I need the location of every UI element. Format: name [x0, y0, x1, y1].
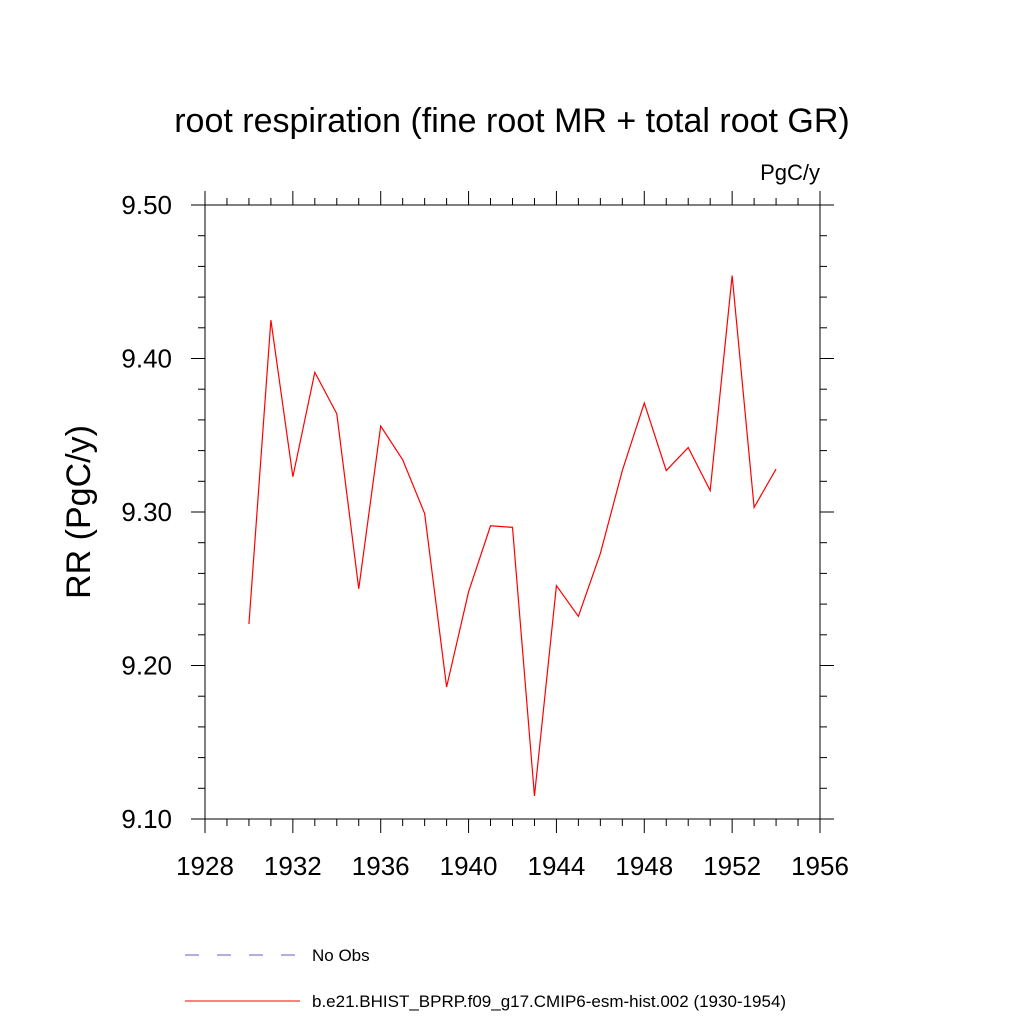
- legend-label-1: b.e21.BHIST_BPRP.f09_g17.CMIP6-esm-hist.…: [312, 992, 786, 1011]
- x-tick-label: 1948: [615, 851, 673, 881]
- axis-ticks: [191, 191, 834, 833]
- y-tick-label: 9.40: [121, 344, 172, 374]
- chart-title: root respiration (fine root MR + total r…: [174, 102, 850, 140]
- x-tick-label: 1944: [528, 851, 586, 881]
- y-tick-label: 9.50: [121, 190, 172, 220]
- x-tick-label: 1932: [264, 851, 322, 881]
- series-line-0: [248, 275, 777, 797]
- axis-tick-labels: 1928 1932 1936 1940 1944 1948 1952 1956 9.10 9.20…: [121, 190, 849, 881]
- x-tick-label: 1940: [440, 851, 498, 881]
- legend: No Obs b.e21.BHIST_BPRP.f09_g17.CMIP6-esm…: [185, 946, 786, 1011]
- y-tick-label: 9.20: [121, 651, 172, 681]
- plot-frame: [204, 204, 821, 820]
- series-group: [248, 275, 777, 797]
- x-tick-label: 1936: [352, 851, 410, 881]
- units-label: PgC/y: [760, 160, 820, 185]
- y-tick-label: 9.10: [121, 804, 172, 834]
- x-tick-label: 1952: [703, 851, 761, 881]
- x-tick-label: 1956: [791, 851, 849, 881]
- y-axis-label: RR (PgC/y): [60, 425, 98, 599]
- y-tick-label: 9.30: [121, 497, 172, 527]
- x-tick-label: 1928: [176, 851, 234, 881]
- legend-label-0: No Obs: [312, 946, 370, 965]
